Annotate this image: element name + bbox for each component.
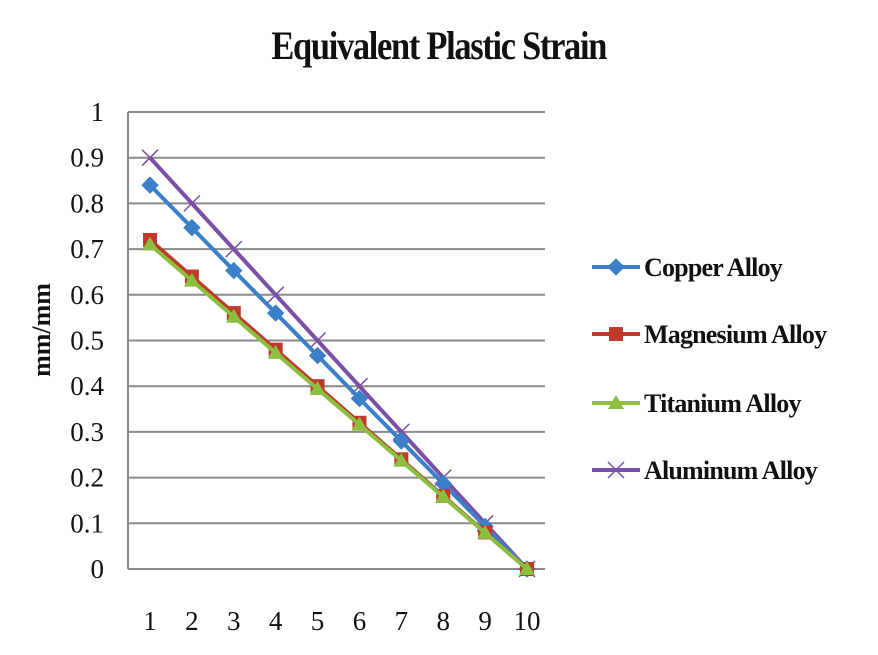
legend-label: Magnesium Alloy xyxy=(644,320,827,349)
triangle-marker xyxy=(309,380,326,395)
x-tick-label: 8 xyxy=(436,606,450,636)
legend: Copper Alloy Magnesium Alloy Titanium Allo… xyxy=(592,253,828,485)
series-titanium-alloy xyxy=(142,236,535,575)
x-tick-label: 4 xyxy=(269,606,283,636)
gridlines xyxy=(128,111,545,570)
triangle-marker xyxy=(477,524,494,539)
y-tick-label: 0.7 xyxy=(70,234,104,264)
triangle-marker xyxy=(142,236,158,251)
series-aluminum-alloy xyxy=(141,149,536,578)
triangle-marker xyxy=(183,272,200,287)
diamond-marker xyxy=(308,346,327,365)
diamond-marker xyxy=(141,176,159,194)
y-tick-label: 0.6 xyxy=(70,280,104,310)
legend-item: Aluminum Alloy xyxy=(592,456,819,485)
x-tick-label: 10 xyxy=(514,606,541,636)
triangle-marker xyxy=(435,488,452,503)
data-series xyxy=(141,149,536,578)
y-tick-label: 0.2 xyxy=(70,463,104,493)
legend-label: Copper Alloy xyxy=(644,253,783,282)
diamond-marker xyxy=(350,389,369,408)
triangle-marker xyxy=(267,344,284,359)
x-marker xyxy=(607,461,625,479)
x-tick-label: 2 xyxy=(185,606,199,636)
x-tick-label: 5 xyxy=(311,606,325,636)
legend-item: Magnesium Alloy xyxy=(592,320,828,349)
x-marker xyxy=(225,240,243,258)
x-marker xyxy=(267,286,285,304)
series-line xyxy=(148,156,529,571)
x-marker xyxy=(309,331,327,350)
y-axis-ticks: 0 0.1 0.2 0.3 0.4 0.5 0.6 0.7 0.8 0.9 1 xyxy=(70,97,104,584)
diamond-marker xyxy=(183,218,201,237)
y-tick-label: 1 xyxy=(91,97,105,127)
legend-item: Titanium Alloy xyxy=(592,389,802,418)
triangle-marker xyxy=(608,395,624,409)
x-tick-label: 7 xyxy=(395,606,409,636)
x-tick-label: 6 xyxy=(353,606,367,636)
x-tick-label: 1 xyxy=(143,606,157,636)
triangle-marker xyxy=(351,416,368,431)
triangle-marker xyxy=(393,452,410,467)
series-line xyxy=(148,183,529,571)
x-axis-ticks: 1 2 3 4 5 6 7 8 9 10 xyxy=(143,606,540,636)
y-tick-label: 0.9 xyxy=(70,143,104,173)
x-marker xyxy=(141,149,159,167)
diamond-marker xyxy=(266,304,285,322)
legend-item: Copper Alloy xyxy=(592,253,784,282)
y-tick-label: 0.1 xyxy=(70,508,104,538)
y-tick-label: 0.8 xyxy=(70,188,104,218)
square-marker xyxy=(609,327,623,341)
series-line xyxy=(148,243,529,571)
x-tick-label: 9 xyxy=(478,606,492,636)
chart-title: Equivalent Plastic Strain xyxy=(271,23,607,68)
y-tick-label: 0.4 xyxy=(70,371,104,401)
diamond-marker xyxy=(225,261,243,280)
y-tick-label: 0 xyxy=(91,554,105,584)
y-tick-label: 0.5 xyxy=(70,326,104,356)
diamond-marker xyxy=(392,432,411,450)
y-tick-label: 0.3 xyxy=(70,417,104,447)
diamond-marker xyxy=(607,258,625,276)
legend-label: Titanium Alloy xyxy=(644,389,801,418)
triangle-marker xyxy=(519,561,535,575)
x-marker xyxy=(183,194,201,212)
triangle-marker xyxy=(225,308,242,323)
legend-label: Aluminum Alloy xyxy=(644,456,818,485)
y-axis-label: mm/mm xyxy=(27,283,56,377)
x-tick-label: 3 xyxy=(227,606,241,636)
series-copper-alloy xyxy=(141,176,536,578)
